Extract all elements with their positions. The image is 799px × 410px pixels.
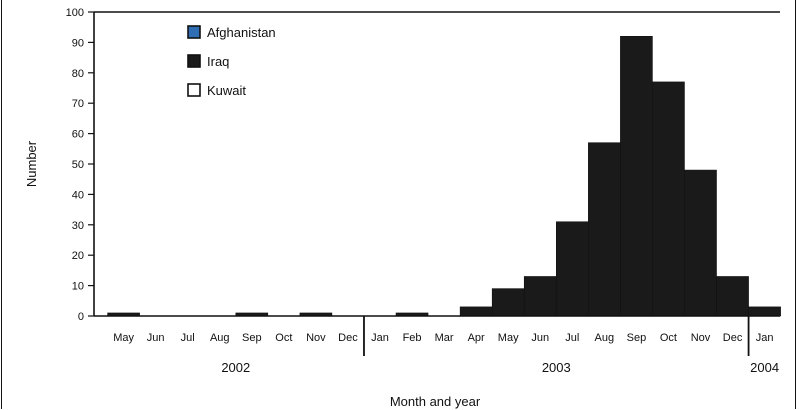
- x-tick-label: Aug: [595, 332, 615, 344]
- x-tick-label: Oct: [660, 332, 677, 344]
- year-label: 2003: [542, 360, 571, 375]
- x-tick-label: Mar: [435, 332, 454, 344]
- legend-swatch-afghanistan: [187, 25, 201, 39]
- y-tick-label: 60: [72, 129, 84, 141]
- y-tick-label: 90: [72, 37, 84, 49]
- y-tick-label: 50: [72, 159, 84, 171]
- x-tick-label: Aug: [210, 332, 230, 344]
- x-tick-label: Jan: [371, 332, 389, 344]
- bar-iraq-12: [491, 288, 525, 317]
- y-tick-label: 20: [72, 250, 84, 262]
- y-tick-label: 10: [72, 281, 84, 293]
- bar-iraq-19: [716, 276, 749, 317]
- y-axis: 0 10 20 30 40 50 60 70 80 90 100: [66, 7, 780, 323]
- x-tick-label: Nov: [306, 332, 326, 344]
- bar-iraq-14: [555, 221, 589, 317]
- bar-iraq-18: [684, 169, 717, 317]
- bars: [107, 36, 781, 317]
- y-tick-label: 40: [72, 189, 84, 201]
- bar-iraq-20: [748, 306, 781, 317]
- y-axis-label: Number: [24, 140, 39, 187]
- legend-swatch-kuwait: [187, 83, 201, 97]
- x-tick-label: Feb: [403, 332, 422, 344]
- legend-label-kuwait: Kuwait: [207, 83, 246, 98]
- x-tick-label: Jun: [147, 332, 165, 344]
- x-tick-label: Dec: [338, 332, 358, 344]
- x-tick-label: Jul: [565, 332, 579, 344]
- x-tick-label: Oct: [275, 332, 292, 344]
- x-tick-label: Apr: [468, 332, 485, 344]
- bar-iraq-16: [620, 36, 653, 317]
- y-tick-label: 70: [72, 98, 84, 110]
- x-axis-label: Month and year: [390, 394, 481, 409]
- year-label: 2004: [750, 360, 779, 375]
- y-tick-label: 80: [72, 68, 84, 80]
- y-tick-label: 100: [66, 7, 84, 19]
- legend: Afghanistan Iraq Kuwait: [187, 25, 276, 98]
- x-tick-label: Jan: [756, 332, 774, 344]
- bar-iraq-17: [652, 81, 685, 317]
- x-tick-label: Nov: [691, 332, 711, 344]
- y-tick-label: 0: [78, 311, 84, 323]
- y-tick-label: 30: [72, 220, 84, 232]
- x-tick-label: Dec: [723, 332, 743, 344]
- legend-swatch-iraq: [187, 54, 201, 68]
- legend-label-afghanistan: Afghanistan: [207, 25, 276, 40]
- bar-iraq-15: [588, 142, 621, 317]
- x-axis: May Jun Jul Aug Sep Oct Nov Dec Jan Feb Mar Apr May J…: [94, 315, 780, 375]
- bar-iraq-13: [523, 276, 557, 317]
- x-tick-label: Jul: [181, 332, 195, 344]
- bar-iraq-11: [459, 306, 493, 317]
- legend-label-iraq: Iraq: [207, 54, 229, 69]
- x-tick-label: May: [113, 332, 134, 344]
- x-tick-label: Sep: [242, 332, 262, 344]
- x-tick-label: Jun: [531, 332, 549, 344]
- x-tick-label: Sep: [627, 332, 647, 344]
- x-tick-label: May: [498, 332, 519, 344]
- year-label: 2002: [221, 360, 250, 375]
